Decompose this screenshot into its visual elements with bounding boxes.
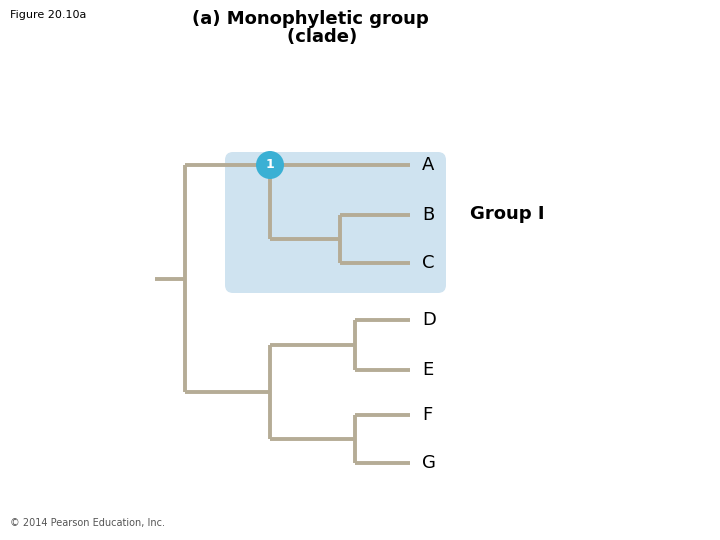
Text: G: G xyxy=(422,454,436,472)
Text: A: A xyxy=(422,156,434,174)
Text: (clade): (clade) xyxy=(262,28,358,46)
Text: B: B xyxy=(422,206,434,224)
Text: (a) Monophyletic group: (a) Monophyletic group xyxy=(192,10,428,28)
Text: Group I: Group I xyxy=(470,205,544,223)
FancyBboxPatch shape xyxy=(225,152,446,293)
Text: Figure 20.10a: Figure 20.10a xyxy=(10,10,86,20)
Text: C: C xyxy=(422,254,434,272)
Text: D: D xyxy=(422,311,436,329)
Text: © 2014 Pearson Education, Inc.: © 2014 Pearson Education, Inc. xyxy=(10,518,165,528)
Text: E: E xyxy=(422,361,433,379)
Circle shape xyxy=(256,151,284,179)
Text: F: F xyxy=(422,406,432,424)
Text: 1: 1 xyxy=(266,159,274,172)
